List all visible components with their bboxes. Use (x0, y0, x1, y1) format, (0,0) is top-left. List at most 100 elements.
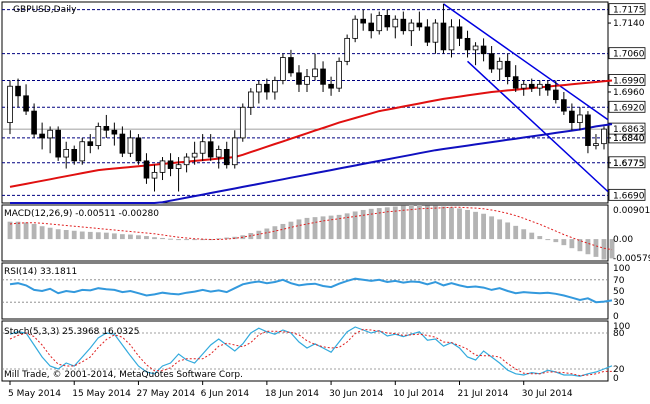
candle-body (39, 133, 45, 139)
macd-histogram-bar (400, 205, 406, 240)
candle-body (304, 76, 310, 85)
candle-body (135, 137, 142, 162)
macd-histogram-bar (441, 206, 446, 240)
y-tick-label: 1.6775 (613, 159, 645, 169)
macd-histogram-bar (585, 239, 591, 255)
macd-signal-line (9, 206, 613, 251)
x-tick-label: 10 Jul 2014 (393, 389, 444, 399)
price-level-tag (608, 100, 646, 113)
x-tick-label: 18 Jun 2014 (265, 389, 319, 399)
macd-histogram-bar (384, 207, 390, 240)
candle-body (256, 83, 262, 93)
y-tick-label: 1.7140 (613, 19, 645, 29)
macd-histogram-bar (7, 221, 13, 240)
candle-body (328, 83, 334, 89)
rsi-y-label: 30 (613, 298, 625, 308)
price-level-label: 1.6920 (613, 103, 645, 113)
macd-histogram-bar (55, 229, 61, 240)
candle-body (553, 89, 559, 101)
macd-histogram-bar (111, 233, 117, 240)
candle-body (480, 45, 487, 55)
macd-histogram-bar (433, 205, 438, 240)
macd-histogram-bar (280, 223, 286, 240)
macd-histogram-bar (103, 232, 109, 240)
macd-histogram-bar (176, 239, 181, 241)
macd-histogram-bar (601, 239, 607, 260)
current-price-label: 1.6863 (613, 125, 645, 135)
candle-body (440, 22, 447, 51)
x-tick-label: 6 Jun 2014 (201, 389, 250, 399)
candle-body (127, 137, 134, 154)
candle-body (416, 22, 423, 28)
macd-histogram-bar (457, 208, 462, 240)
candle-body (239, 106, 246, 139)
stoch-main-line (9, 326, 613, 377)
candle-body (504, 60, 511, 78)
panel-frames (1, 1, 609, 382)
candle-body (175, 164, 182, 169)
candle-body (280, 57, 286, 81)
macd-histogram-bar (184, 239, 190, 241)
price-level-label: 1.6990 (613, 76, 645, 86)
macd-histogram-bar (160, 237, 165, 240)
rsi-line (9, 277, 613, 304)
macd-histogram-bar (537, 236, 543, 240)
macd-histogram-bar (168, 238, 173, 240)
candle-body (352, 18, 358, 39)
candle-body (23, 95, 29, 112)
price-level-label: 1.6840 (613, 134, 645, 144)
macd-histogram-bar (152, 237, 157, 240)
macd-histogram-bar (192, 239, 198, 241)
candle-body (561, 99, 567, 112)
macd-histogram-bar (216, 238, 222, 240)
macd-histogram-bar (256, 230, 262, 240)
candle-body (376, 14, 383, 32)
rsi-y-label: 0 (613, 312, 619, 322)
macd-histogram-bar (15, 221, 21, 240)
rsi-y-label: 100 (613, 264, 630, 274)
candle-body (143, 160, 150, 179)
candle-body (601, 128, 607, 145)
price-level-tag (608, 188, 646, 201)
x-tick-label: 30 Jun 2014 (329, 389, 383, 399)
macd-panel: 0.00901 0.00 -0.00579 (7, 205, 650, 264)
candle-body (577, 114, 583, 123)
candles (7, 3, 607, 192)
macd-histogram-bar (473, 211, 478, 240)
candle-body (593, 143, 599, 146)
candle-body (344, 37, 350, 62)
macd-histogram-bar (23, 222, 29, 240)
candle-body (71, 148, 78, 162)
candle-body (159, 160, 166, 173)
candle-body (199, 141, 206, 154)
x-tick-label: 15 May 2014 (72, 389, 131, 399)
macd-histogram-bar (368, 208, 374, 240)
macd-title: MACD(12,26,9) -0.00511 -0.00280 (4, 209, 159, 219)
macd-histogram-bar (71, 230, 77, 240)
sma-red-line (9, 79, 613, 188)
stoch-y-label: 100 (613, 322, 630, 332)
macd-histogram-bar (352, 211, 358, 240)
candle-body (585, 114, 591, 146)
macd-histogram-bar (424, 205, 430, 240)
macd-histogram-bar (39, 226, 45, 240)
current-price-tag (608, 122, 646, 135)
macd-histogram-bar (272, 226, 278, 240)
x-tick-label: 27 May 2014 (136, 389, 195, 399)
x-tick-label: 21 Jul 2014 (458, 389, 509, 399)
x-tick-label: 30 Jul 2014 (522, 389, 573, 399)
rsi-y-label: 70 (613, 276, 625, 286)
candle-body (55, 129, 61, 158)
macd-histogram-bar (296, 219, 302, 240)
candle-body (31, 110, 37, 135)
stoch-y-label: 80 (613, 329, 625, 339)
candle-body (264, 83, 270, 93)
price-level-tag (608, 47, 646, 60)
axis-labels: 5 May 2014 15 May 2014 27 May 2014 6 Jun 20… (8, 19, 645, 399)
y-tick-label: 1.6840 (613, 134, 645, 144)
candle-body (520, 83, 527, 89)
y-tick-label: 1.6960 (613, 88, 645, 98)
candle-body (312, 68, 318, 78)
